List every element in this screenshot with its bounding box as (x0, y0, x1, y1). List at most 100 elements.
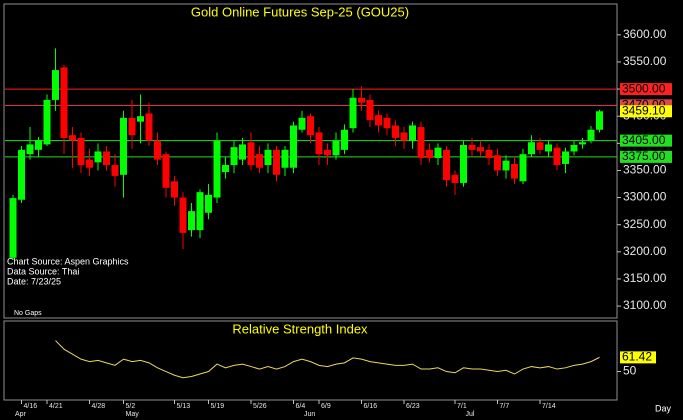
x-tick-label: 6/4 (296, 403, 306, 410)
y-tick-label: 3300.00 (623, 190, 667, 204)
candle-body (494, 155, 501, 171)
y-tick-label: 50 (623, 364, 637, 378)
candle-body (409, 125, 416, 141)
candle-body (179, 197, 187, 233)
month-label: Jul (466, 411, 475, 418)
month-label: May (126, 411, 140, 418)
candle-body (324, 149, 331, 156)
candle-body (545, 144, 552, 152)
candle-body (18, 149, 25, 200)
y-tick-label: 3550.00 (623, 54, 667, 68)
candle-body (103, 151, 110, 166)
candle-body (349, 97, 357, 129)
rsi-panel (3, 320, 618, 401)
candle-body (417, 127, 425, 158)
candle-body (400, 132, 408, 141)
candle-body (553, 147, 561, 166)
candle-body (307, 116, 314, 136)
candle-body (536, 142, 544, 150)
candle-body (94, 151, 102, 163)
last-price-label: 3459.10 (622, 103, 666, 117)
candle-body (596, 111, 603, 130)
y-tick-label: 3150.00 (623, 271, 667, 285)
x-unit: Day (655, 403, 672, 413)
last-price-box (620, 105, 672, 118)
candle-body (26, 144, 34, 155)
rsi-last-box (620, 351, 656, 364)
x-tick-label: 6/9 (321, 403, 331, 410)
y-tick-label: 3250.00 (623, 217, 667, 231)
y-tick-label: 3600.00 (623, 27, 667, 41)
rsi-title: Relative Strength Index (232, 321, 368, 336)
x-tick-label: 4/21 (49, 403, 63, 410)
candle-body (60, 67, 68, 138)
candle-body (9, 198, 17, 258)
candle-body (230, 147, 238, 166)
candle-body (128, 117, 136, 136)
x-tick-label: 7/14 (542, 403, 556, 410)
level-box (620, 134, 672, 147)
candle-body (375, 115, 382, 126)
candle-body (52, 70, 59, 100)
candle-body (247, 142, 255, 166)
candle-body (213, 140, 221, 198)
x-tick-label: 4/28 (92, 403, 106, 410)
candle-body (426, 149, 433, 158)
candle-body (519, 154, 527, 182)
candle-body (579, 142, 586, 145)
x-tick-label: 7/1 (457, 403, 467, 410)
candle-body (332, 140, 340, 156)
candle-body (341, 129, 348, 150)
chart-title: Gold Online Futures Sep-25 (GOU25) (191, 4, 409, 19)
candle-body (290, 125, 297, 168)
price-panel (3, 3, 618, 319)
candle-body (392, 125, 399, 138)
month-label: Jun (304, 411, 315, 418)
x-tick-label: 5/19 (211, 403, 225, 410)
candle-body (468, 144, 476, 150)
candle-body (315, 132, 323, 155)
x-tick-label: 7/7 (500, 403, 510, 410)
candle-body (358, 97, 365, 103)
rsi-last-label: 61.42 (622, 350, 652, 364)
candle-body (511, 163, 518, 179)
candle-body (256, 154, 263, 168)
candle-body (383, 117, 391, 129)
candle-body (502, 160, 510, 171)
x-tick-label: 5/26 (253, 403, 267, 410)
x-tick-label: 6/16 (364, 403, 378, 410)
month-label: Apr (15, 411, 27, 418)
x-tick-label: 4/16 (24, 403, 38, 410)
candle-body (120, 117, 127, 175)
x-tick-label: 6/23 (406, 403, 420, 410)
candle-body (35, 140, 42, 150)
candle-body (264, 149, 272, 166)
candle-body (222, 165, 229, 173)
candle-body (477, 147, 484, 152)
candle-body (196, 192, 204, 231)
candle-body (205, 194, 212, 213)
level-label: 3405.00 (622, 133, 666, 147)
candle-body (145, 113, 153, 141)
candle-body (451, 174, 459, 183)
candle-body (460, 144, 467, 183)
candle-body (587, 129, 595, 141)
candle-body (366, 99, 374, 121)
candle-body (111, 165, 119, 176)
y-tick-label: 3350.00 (623, 163, 667, 177)
y-tick-label: 3100.00 (623, 298, 667, 312)
annotation: Date: 7/23/25 (7, 276, 61, 286)
candle-body (137, 116, 144, 122)
candle-body (239, 144, 246, 160)
candle-body (298, 117, 306, 130)
candle-body (86, 159, 93, 168)
candle-body (434, 147, 442, 158)
x-tick-label: 5/13 (177, 403, 191, 410)
annotation: Chart Source: Aspen Graphics (7, 256, 129, 266)
level-label: 3500.00 (622, 81, 666, 95)
candle-body (273, 149, 280, 175)
candle-body (69, 135, 76, 141)
